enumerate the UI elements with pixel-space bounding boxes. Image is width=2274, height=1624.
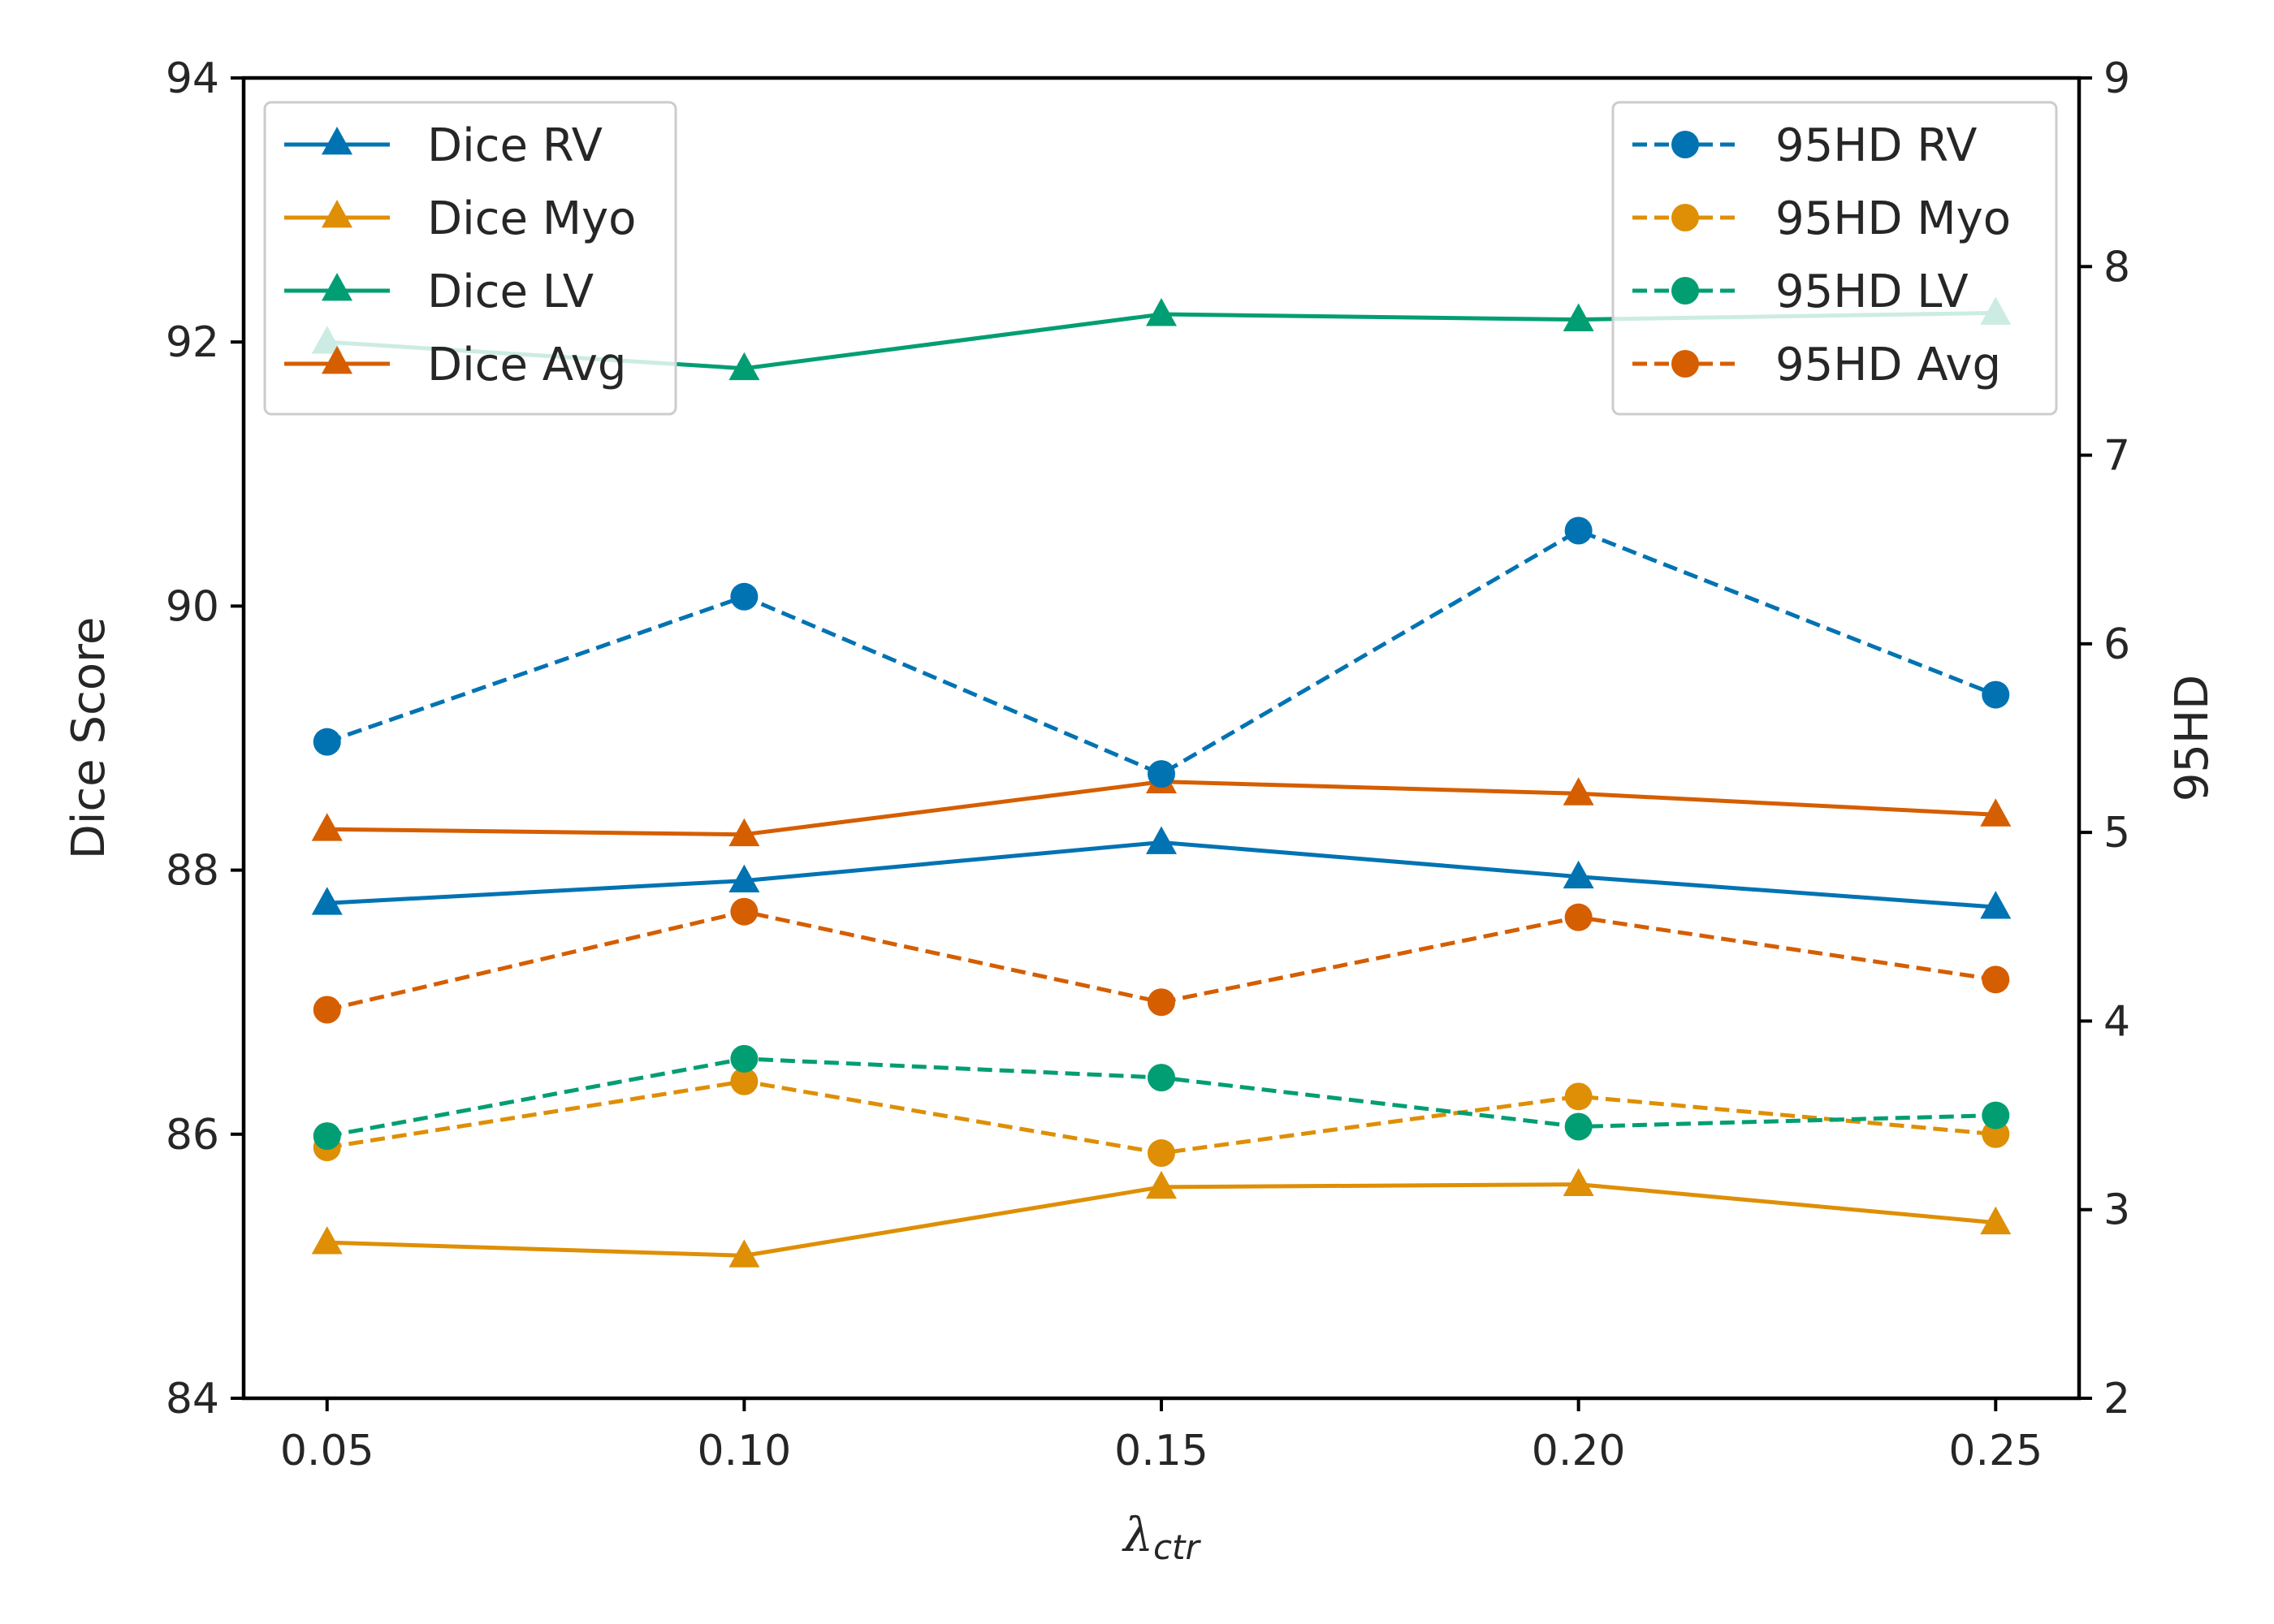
legend-marker-dice-lv — [322, 273, 352, 301]
legend-label-95hd-lv: 95HD LV — [1775, 266, 1969, 318]
data-point-dice-rv-2 — [1146, 826, 1177, 854]
y-right-tick-label-6: 8 — [2103, 243, 2130, 292]
x-axis-title-subscript: ctr — [1153, 1527, 1202, 1567]
legend-dice-box — [263, 101, 677, 416]
data-point-95hd-lv-2 — [1148, 1064, 1175, 1092]
x-tick-label-0: 0.05 — [280, 1427, 374, 1475]
data-point-dice-rv-4 — [1980, 891, 2012, 919]
y-right-tick-label-4: 6 — [2103, 620, 2130, 669]
legend-label-dice-rv: Dice RV — [427, 119, 603, 172]
data-point-dice-avg-1 — [728, 818, 760, 847]
series-95hd-myo — [313, 1067, 2010, 1168]
x-axis-title: λctr — [1122, 1507, 1201, 1567]
legend-label-95hd-myo: 95HD Myo — [1775, 192, 2011, 245]
legend-marker-95hd-myo — [1671, 204, 1699, 231]
data-point-dice-lv-3 — [1563, 303, 1594, 331]
data-point-95hd-myo-1 — [730, 1067, 759, 1095]
data-point-95hd-lv-1 — [730, 1044, 759, 1073]
legend-label-dice-avg: Dice Avg — [427, 339, 626, 391]
y-left-tick-label-0: 84 — [166, 1375, 219, 1423]
data-point-dice-rv-3 — [1563, 860, 1594, 889]
data-point-95hd-avg-1 — [730, 897, 759, 926]
data-point-dice-myo-3 — [1563, 1168, 1594, 1196]
data-point-dice-lv-2 — [1146, 298, 1177, 326]
y-right-tick-label-7: 9 — [2103, 54, 2130, 103]
data-point-95hd-lv-3 — [1564, 1112, 1593, 1141]
legend-marker-95hd-rv — [1671, 131, 1699, 158]
y-left-tick-label-2: 88 — [166, 847, 219, 896]
data-point-95hd-avg-3 — [1564, 903, 1593, 931]
legend-marker-dice-avg — [322, 346, 352, 374]
legend-label-95hd-rv: 95HD RV — [1775, 119, 1977, 172]
legend-label-95hd-avg: 95HD Avg — [1775, 339, 2001, 391]
data-point-dice-lv-1 — [728, 352, 760, 381]
data-point-dice-myo-2 — [1146, 1170, 1177, 1199]
data-point-95hd-myo-3 — [1564, 1082, 1593, 1111]
axes-layer: 0.05 0.10 0.15 0.20 0.2584868890929423456789… — [63, 54, 2219, 1567]
data-point-95hd-rv-2 — [1148, 760, 1175, 788]
x-tick-label-3: 0.20 — [1532, 1427, 1626, 1475]
x-tick-label-2: 0.15 — [1114, 1427, 1208, 1475]
data-point-95hd-myo-2 — [1148, 1139, 1175, 1168]
legend-dice: Dice RV Dice Myo Dice LV Dice Avg — [263, 101, 677, 416]
data-point-dice-myo-4 — [1980, 1206, 2012, 1235]
data-point-95hd-rv-0 — [313, 728, 341, 756]
y-left-tick-label-3: 90 — [166, 582, 219, 631]
x-tick-label-4: 0.25 — [1948, 1427, 2043, 1475]
data-point-95hd-rv-3 — [1564, 516, 1593, 545]
y-right-tick-label-2: 4 — [2103, 997, 2130, 1046]
legend-marker-dice-myo — [322, 200, 352, 228]
data-point-dice-rv-1 — [728, 864, 760, 893]
y-right-axis-title: 95HD — [2166, 675, 2219, 802]
legend-95hd-box — [1611, 101, 2058, 416]
data-point-dice-myo-0 — [311, 1226, 343, 1255]
data-point-95hd-myo-4 — [1982, 1120, 2010, 1148]
data-point-dice-avg-3 — [1563, 777, 1594, 806]
y-left-tick-label-4: 92 — [166, 318, 219, 367]
series-layer — [311, 296, 2012, 1268]
legend-95hd: 95HD RV 95HD Myo 95HD LV 95HD Avg — [1611, 101, 2058, 416]
data-point-95hd-lv-0 — [313, 1122, 341, 1151]
series-line-95hd-rv — [326, 528, 1997, 776]
y-right-tick-label-5: 7 — [2103, 432, 2130, 481]
x-axis-title-symbol: λ — [1122, 1507, 1153, 1562]
data-point-dice-myo-1 — [728, 1239, 760, 1268]
legend-marker-95hd-avg — [1671, 350, 1699, 378]
y-right-tick-label-0: 2 — [2103, 1375, 2130, 1423]
legend-label-dice-lv: Dice LV — [427, 266, 594, 318]
legend-marker-dice-rv — [322, 127, 352, 155]
series-95hd-rv — [313, 516, 2010, 788]
y-left-axis-title: Dice Score — [63, 617, 115, 860]
legend-label-dice-myo: Dice Myo — [427, 192, 636, 245]
y-right-tick-label-1: 3 — [2103, 1186, 2130, 1235]
data-point-95hd-rv-4 — [1982, 680, 2010, 709]
data-point-95hd-avg-0 — [313, 996, 341, 1024]
series-dice-myo — [311, 1168, 2012, 1268]
series-dice-rv — [311, 826, 2012, 919]
x-tick-label-1: 0.10 — [697, 1427, 791, 1475]
data-point-dice-avg-4 — [1980, 798, 2012, 827]
series-95hd-lv — [313, 1044, 2010, 1151]
data-point-dice-avg-0 — [311, 813, 343, 841]
data-point-95hd-avg-4 — [1982, 965, 2010, 994]
data-point-95hd-avg-2 — [1148, 988, 1175, 1017]
y-right-tick-label-3: 5 — [2103, 809, 2130, 857]
series-95hd-avg — [313, 897, 2010, 1024]
y-left-tick-label-1: 86 — [166, 1111, 219, 1160]
data-point-95hd-lv-4 — [1982, 1101, 2010, 1129]
legend-marker-95hd-lv — [1671, 277, 1699, 304]
data-point-dice-rv-0 — [311, 887, 343, 915]
y-left-tick-label-5: 94 — [166, 54, 219, 103]
data-point-95hd-rv-1 — [730, 582, 759, 611]
